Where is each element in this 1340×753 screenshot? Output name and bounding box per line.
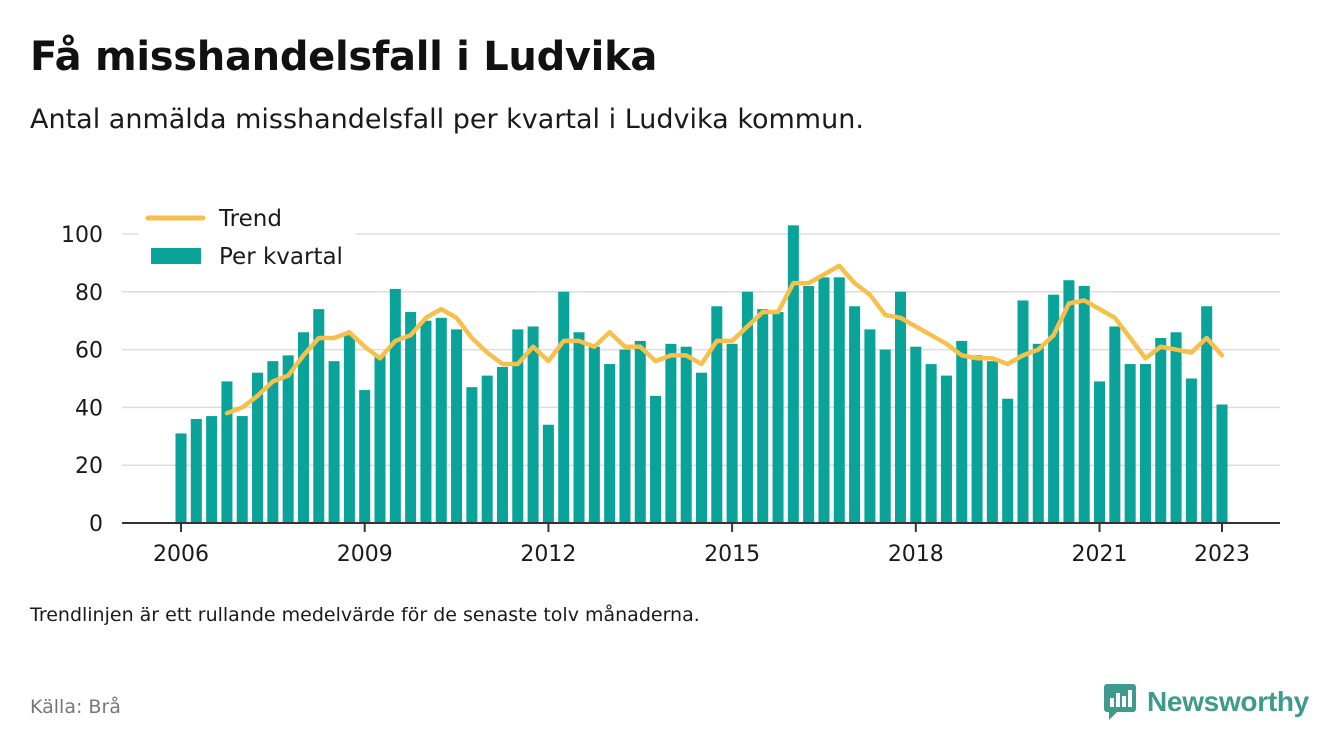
x-tick-label: 2021 (1072, 542, 1128, 567)
bar (910, 346, 922, 523)
bar (711, 306, 723, 523)
bar (389, 288, 401, 523)
bar (925, 364, 937, 523)
bar (221, 381, 233, 523)
bar (772, 312, 784, 523)
bar (940, 375, 952, 523)
bar (1063, 280, 1075, 523)
bar (297, 332, 309, 523)
bar (634, 340, 646, 523)
bar (175, 433, 187, 523)
bar (695, 372, 708, 523)
y-tick-label: 40 (75, 396, 103, 421)
x-tick-label: 2012 (520, 542, 576, 567)
bar (1032, 343, 1044, 523)
legend-bar-swatch (151, 248, 201, 264)
bar (405, 312, 417, 523)
x-tick-label: 2006 (153, 542, 209, 567)
bar (986, 361, 998, 523)
bar (1078, 286, 1090, 523)
bar (803, 286, 815, 523)
bar (313, 309, 325, 523)
bar (1094, 381, 1106, 523)
bar (236, 416, 248, 523)
bar (282, 355, 294, 523)
bar (527, 326, 539, 523)
bar (252, 372, 264, 523)
bar (481, 375, 493, 523)
y-tick-label: 0 (89, 512, 103, 537)
bar (1170, 332, 1182, 523)
legend-background (138, 200, 356, 278)
bar (864, 329, 876, 523)
legend-trend-label: Trend (218, 206, 282, 232)
bar (833, 277, 845, 523)
source-label: Källa: Brå (30, 696, 121, 718)
bar (328, 361, 340, 523)
newsworthy-logo-icon (1104, 684, 1136, 720)
x-tick-label: 2018 (888, 542, 944, 567)
x-tick-label: 2023 (1194, 542, 1250, 567)
y-tick-label: 60 (75, 339, 103, 364)
bar (665, 343, 677, 523)
bar (849, 306, 861, 523)
bar (971, 355, 983, 523)
legend-bar-label: Per kvartal (219, 244, 343, 270)
bar-series (175, 225, 1228, 523)
bar (1155, 338, 1167, 523)
bar (956, 340, 968, 523)
bar (1109, 326, 1121, 523)
bar (741, 291, 753, 523)
bar (206, 416, 218, 523)
bar (604, 364, 616, 523)
bar (1124, 364, 1136, 523)
bar (420, 320, 432, 523)
chart-title: Få misshandelsfall i Ludvika (30, 34, 658, 80)
bar (619, 349, 631, 523)
bar (1185, 378, 1197, 523)
bar (496, 366, 508, 523)
bar (359, 390, 371, 523)
bar (1048, 294, 1060, 523)
bar (190, 418, 202, 523)
legend: Trend Per kvartal (138, 200, 356, 278)
y-tick-label: 100 (61, 223, 103, 248)
bar (726, 343, 738, 523)
bar (1139, 364, 1151, 523)
axes: 0 20 40 60 80 100 2006 2009 2012 2015 2018 2021 2023 (61, 223, 1280, 567)
bar (680, 346, 692, 523)
bar (787, 225, 799, 523)
chart: 0 20 40 60 80 100 2006 2009 2012 2015 2018 2021 2023… (61, 200, 1280, 567)
newsworthy-logo[interactable]: Newsworthy (1103, 683, 1309, 721)
bar (558, 291, 570, 523)
bar (267, 361, 279, 523)
bar (1017, 300, 1029, 523)
trend-series (224, 263, 1225, 416)
trend-line (224, 263, 1225, 416)
y-tick-label: 20 (75, 454, 103, 479)
bar (343, 335, 355, 523)
x-tick-label: 2015 (704, 542, 760, 567)
bar (1002, 398, 1014, 523)
bar (1216, 404, 1228, 523)
newsworthy-logo-text: Newsworthy (1147, 686, 1309, 717)
bar (466, 387, 478, 523)
bar (374, 355, 386, 523)
bar (879, 349, 891, 523)
bar (542, 424, 554, 523)
bar (757, 309, 769, 523)
bar (512, 329, 524, 523)
bar (573, 332, 585, 523)
bar (1201, 306, 1213, 523)
bar (818, 277, 830, 523)
footnote: Trendlinjen är ett rullande medelvärde f… (30, 604, 700, 626)
x-tick-label: 2009 (337, 542, 393, 567)
bar (650, 395, 662, 523)
chart-subtitle: Antal anmälda misshandelsfall per kvarta… (30, 104, 864, 135)
bar (435, 317, 447, 523)
bar (895, 291, 907, 523)
bar (588, 346, 600, 523)
bar (451, 329, 463, 523)
y-tick-label: 80 (75, 281, 103, 306)
